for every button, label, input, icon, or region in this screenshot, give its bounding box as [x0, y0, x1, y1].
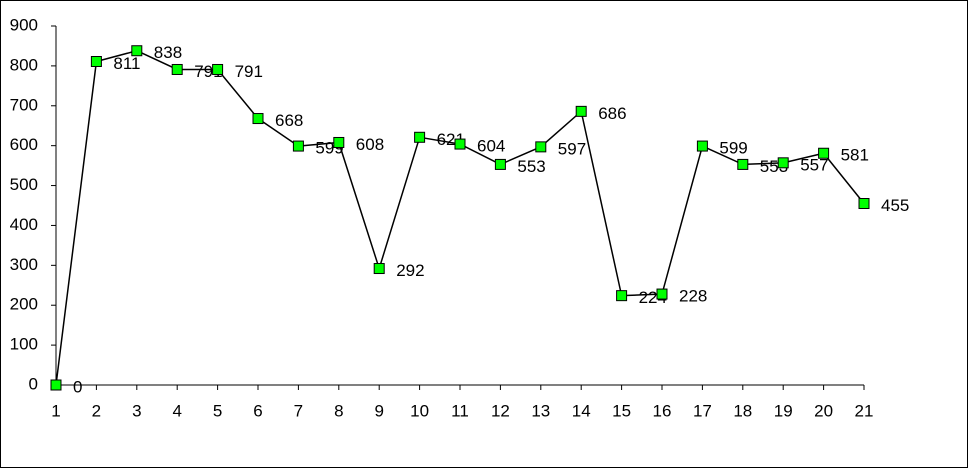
marker — [333, 136, 345, 148]
x-tick-label: 3 — [132, 401, 141, 420]
marker — [777, 157, 789, 169]
data-label: 686 — [598, 104, 626, 123]
data-label: 292 — [396, 261, 424, 280]
x-tick-label: 21 — [855, 401, 874, 420]
data-label: 791 — [235, 62, 263, 81]
data-label: 553 — [517, 157, 545, 176]
marker — [171, 63, 183, 75]
y-tick-label: 800 — [10, 55, 38, 74]
marker — [50, 379, 62, 391]
data-label: 581 — [841, 146, 869, 165]
x-tick-label: 20 — [814, 401, 833, 420]
data-label: 0 — [73, 377, 82, 396]
x-tick-label: 13 — [531, 401, 550, 420]
x-tick-label: 6 — [253, 401, 262, 420]
y-tick-label: 500 — [10, 175, 38, 194]
marker — [414, 131, 426, 143]
x-tick-label: 9 — [374, 401, 383, 420]
marker — [494, 158, 506, 170]
data-label: 557 — [800, 155, 828, 174]
x-tick-label: 12 — [491, 401, 510, 420]
data-label: 597 — [558, 139, 586, 158]
data-label: 608 — [356, 135, 384, 154]
y-tick-label: 600 — [10, 135, 38, 154]
x-tick-label: 11 — [451, 401, 469, 420]
marker — [575, 105, 587, 117]
marker — [858, 198, 870, 210]
x-tick-label: 1 — [51, 401, 60, 420]
x-tick-label: 17 — [693, 401, 712, 420]
y-tick-label: 200 — [10, 295, 38, 314]
marker — [818, 147, 830, 159]
marker — [535, 141, 547, 153]
data-label: 455 — [881, 196, 909, 215]
marker — [90, 56, 102, 68]
marker — [252, 113, 264, 125]
x-tick-label: 14 — [572, 401, 591, 420]
data-label: 604 — [477, 137, 505, 156]
x-tick-label: 2 — [92, 401, 101, 420]
data-label: 668 — [275, 111, 303, 130]
x-tick-label: 8 — [334, 401, 343, 420]
y-tick-label: 900 — [10, 15, 38, 34]
y-tick-label: 100 — [10, 335, 38, 354]
x-tick-label: 15 — [612, 401, 631, 420]
marker — [131, 45, 143, 57]
marker — [616, 290, 628, 302]
data-label: 228 — [679, 287, 707, 306]
y-tick-label: 400 — [10, 215, 38, 234]
data-label: 811 — [113, 54, 140, 73]
marker — [373, 263, 385, 275]
y-tick-label: 300 — [10, 255, 38, 274]
marker — [454, 138, 466, 150]
marker — [696, 140, 708, 152]
marker — [656, 288, 668, 300]
marker — [292, 140, 304, 152]
x-tick-label: 16 — [653, 401, 672, 420]
marker — [212, 63, 224, 75]
x-tick-label: 18 — [733, 401, 752, 420]
y-tick-label: 0 — [29, 374, 38, 393]
data-label: 838 — [154, 43, 182, 62]
x-tick-label: 10 — [410, 401, 429, 420]
data-label: 599 — [719, 139, 747, 158]
x-tick-label: 4 — [172, 401, 181, 420]
x-tick-label: 7 — [294, 401, 303, 420]
marker — [737, 158, 749, 170]
x-tick-label: 19 — [774, 401, 793, 420]
y-tick-label: 700 — [10, 95, 38, 114]
x-tick-label: 5 — [213, 401, 222, 420]
